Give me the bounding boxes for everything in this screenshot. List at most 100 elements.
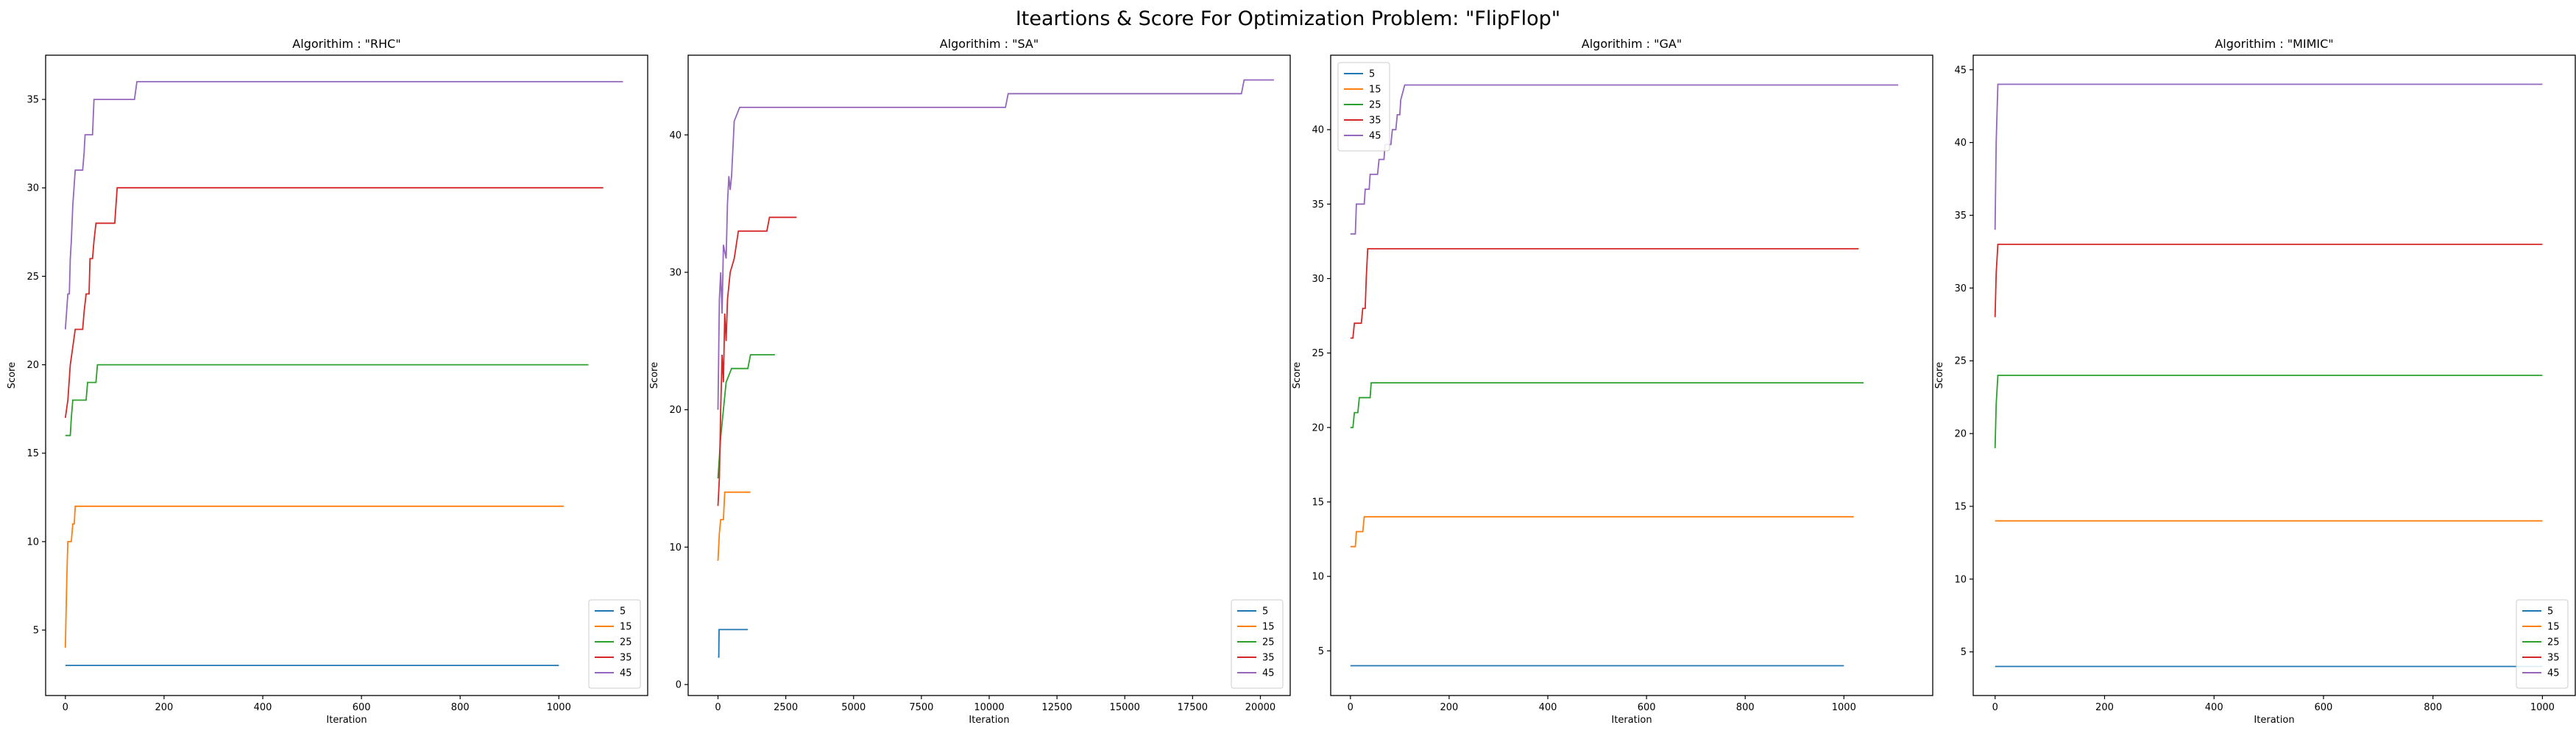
y-tick-label: 25 xyxy=(1954,356,1967,367)
x-tick-label: 0 xyxy=(63,702,68,713)
legend-label-45: 45 xyxy=(2547,668,2560,679)
y-tick-label: 25 xyxy=(26,272,39,283)
legend: 5 15 25 35 45 xyxy=(2516,599,2569,689)
x-tick-label: 600 xyxy=(1638,702,1656,713)
y-tick-label: 30 xyxy=(1954,283,1967,294)
legend-box xyxy=(1337,62,1390,152)
y-tick-label: 30 xyxy=(26,183,39,194)
y-tick-label: 20 xyxy=(1954,429,1967,440)
y-tick-label: 40 xyxy=(669,130,682,141)
x-tick-label: 800 xyxy=(1736,702,1755,713)
series-line-45 xyxy=(1994,83,2543,230)
series-line-25 xyxy=(65,364,589,436)
y-tick-label: 20 xyxy=(26,360,39,371)
series-line-5 xyxy=(718,629,749,658)
legend-label-35: 35 xyxy=(2547,653,2560,664)
x-tick-label: 12500 xyxy=(1041,702,1072,713)
x-tick-label: 400 xyxy=(254,702,272,713)
x-tick-label: 800 xyxy=(451,702,470,713)
x-axis-label: Iteration xyxy=(326,715,367,726)
legend-label-25: 25 xyxy=(1262,637,1275,648)
x-tick-label: 600 xyxy=(353,702,371,713)
legend-box xyxy=(2516,599,2569,689)
series-line-45 xyxy=(64,81,623,330)
legend: 5 15 25 35 45 xyxy=(1231,599,1284,689)
y-tick-label: 20 xyxy=(669,405,682,416)
x-tick-label: 0 xyxy=(1992,702,1998,713)
y-tick-label: 5 xyxy=(33,626,39,637)
y-tick-label: 10 xyxy=(669,542,682,553)
x-tick-label: 1000 xyxy=(547,702,571,713)
series-line-45 xyxy=(717,79,1274,410)
x-tick-label: 5000 xyxy=(841,702,866,713)
legend-label-15: 15 xyxy=(1262,622,1275,633)
y-tick-label: 45 xyxy=(1954,65,1967,76)
series-line-15 xyxy=(64,505,564,648)
x-tick-label: 1000 xyxy=(2530,702,2555,713)
series-line-25 xyxy=(1994,375,2543,448)
x-tick-label: 20000 xyxy=(1245,702,1275,713)
legend-label-45: 45 xyxy=(620,668,632,679)
legend-box xyxy=(588,599,641,689)
y-axis-label: Score xyxy=(1292,362,1303,389)
x-tick-label: 800 xyxy=(2424,702,2442,713)
chart-title: Algorithim : "RHC" xyxy=(292,37,400,51)
y-tick-label: 35 xyxy=(1312,199,1324,210)
y-axis-label: Score xyxy=(1934,362,1945,389)
x-tick-label: 2500 xyxy=(774,702,798,713)
legend-label-35: 35 xyxy=(620,653,632,664)
y-tick-label: 5 xyxy=(1961,647,1967,658)
x-tick-label: 400 xyxy=(2205,702,2223,713)
series-line-25 xyxy=(1350,382,1864,428)
series-line-35 xyxy=(717,216,797,506)
y-tick-label: 25 xyxy=(1312,348,1324,359)
legend-label-35: 35 xyxy=(1369,116,1381,127)
x-tick-label: 600 xyxy=(2315,702,2333,713)
plot-area xyxy=(45,54,648,696)
y-tick-label: 40 xyxy=(1312,125,1324,136)
y-tick-label: 10 xyxy=(1312,572,1324,583)
x-tick-label: 200 xyxy=(155,702,174,713)
legend-label-15: 15 xyxy=(1369,85,1381,96)
x-tick-label: 200 xyxy=(2095,702,2114,713)
legend-label-25: 25 xyxy=(2547,637,2560,648)
y-tick-label: 30 xyxy=(1312,274,1324,285)
y-tick-label: 0 xyxy=(676,680,682,691)
y-axis-label: Score xyxy=(7,362,18,389)
figure-title: Iteartions & Score For Optimization Prob… xyxy=(1015,7,1561,30)
y-axis-label: Score xyxy=(649,362,660,389)
x-tick-label: 17500 xyxy=(1178,702,1208,713)
legend-label-45: 45 xyxy=(1262,668,1275,679)
x-tick-label: 400 xyxy=(1539,702,1557,713)
y-tick-label: 20 xyxy=(1312,422,1324,434)
x-tick-label: 0 xyxy=(1348,702,1354,713)
y-tick-label: 35 xyxy=(1954,210,1967,222)
legend-label-5: 5 xyxy=(1369,69,1375,80)
y-tick-label: 30 xyxy=(669,267,682,278)
chart-title: Algorithim : "MIMIC" xyxy=(2215,37,2333,51)
legend-label-25: 25 xyxy=(1369,100,1381,111)
series-line-35 xyxy=(64,187,604,418)
y-tick-label: 15 xyxy=(1954,501,1967,512)
series-line-15 xyxy=(717,491,751,562)
series-line-35 xyxy=(1994,244,2543,317)
x-tick-label: 1000 xyxy=(1832,702,1856,713)
chart-title: Algorithim : "SA" xyxy=(940,37,1038,51)
y-tick-label: 15 xyxy=(26,448,39,459)
legend-label-25: 25 xyxy=(620,637,632,648)
y-tick-label: 10 xyxy=(1954,574,1967,585)
x-tick-label: 0 xyxy=(715,702,721,713)
legend-label-45: 45 xyxy=(1369,131,1381,142)
y-tick-label: 35 xyxy=(26,95,39,106)
legend: 5 15 25 35 45 xyxy=(1337,62,1390,152)
legend-label-15: 15 xyxy=(620,622,632,633)
legend: 5 15 25 35 45 xyxy=(588,599,641,689)
x-tick-label: 15000 xyxy=(1110,702,1140,713)
plot-area xyxy=(687,54,1291,696)
legend-label-5: 5 xyxy=(1262,606,1268,618)
